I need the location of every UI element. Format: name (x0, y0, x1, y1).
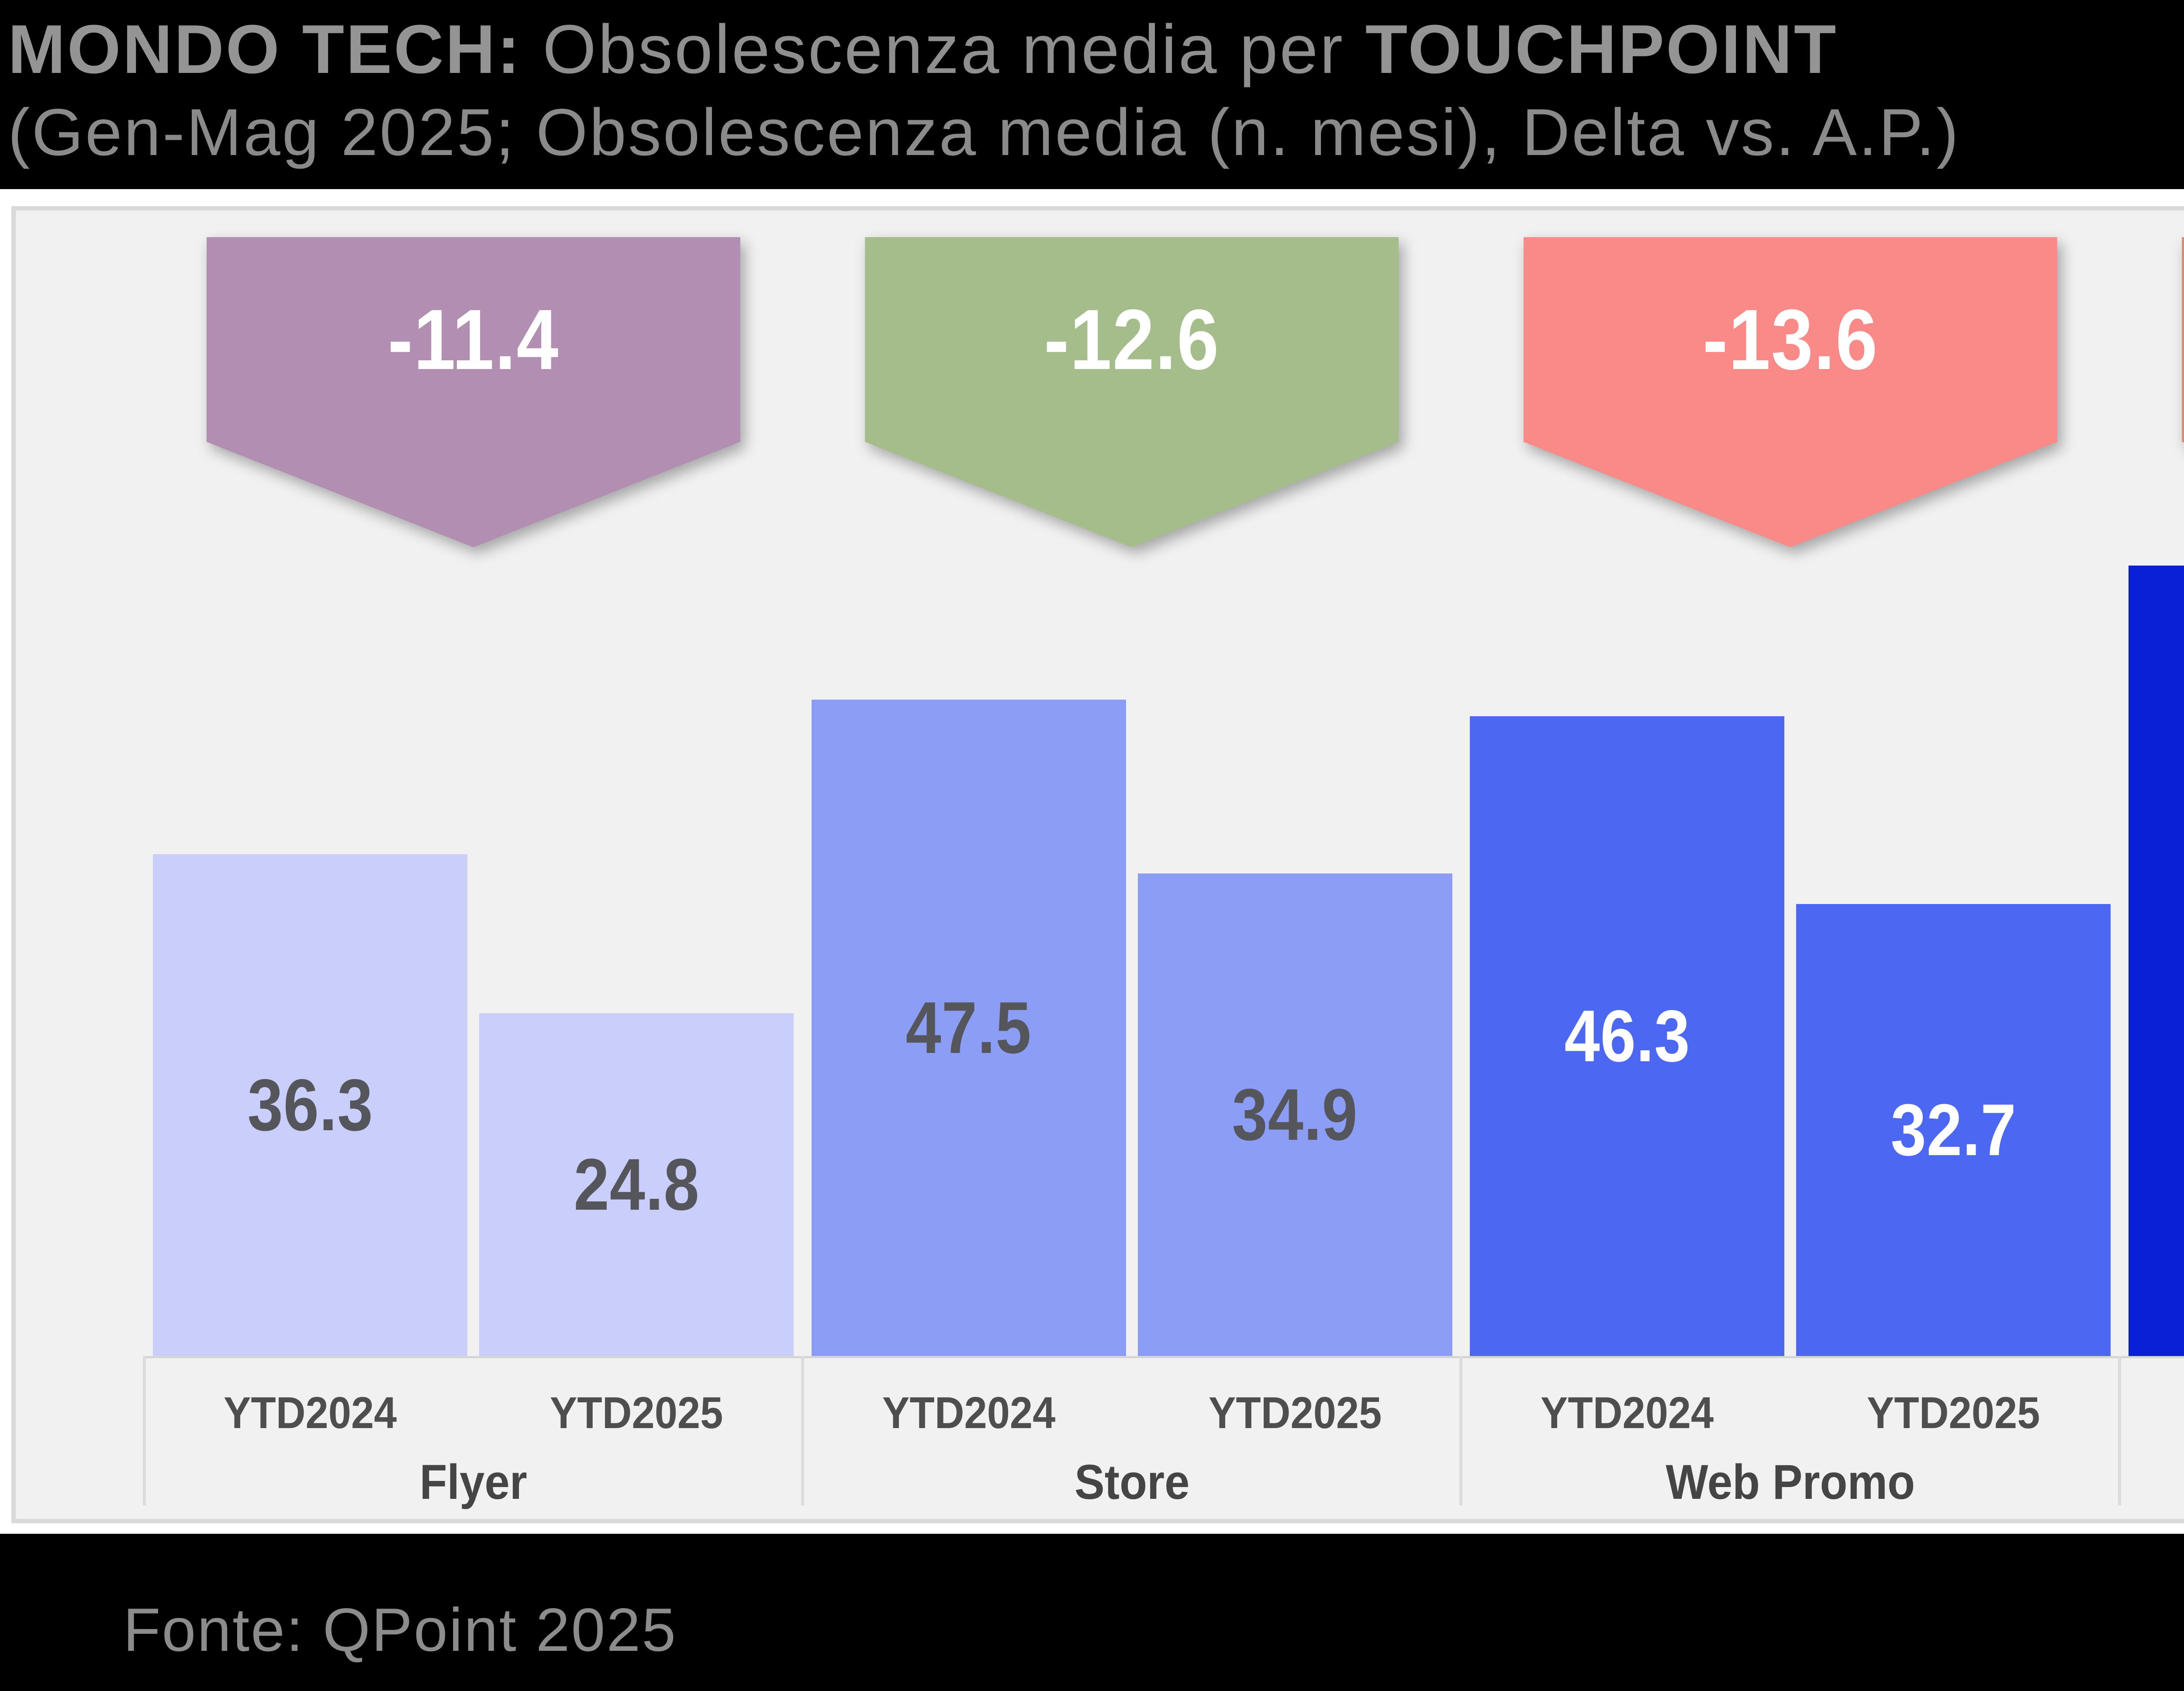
bar-ytd2024-web-promo: 46.3 (1470, 716, 1785, 1356)
bar-ytd2025-web-promo: 32.7 (1796, 904, 2111, 1356)
delta-arrow-icon: -13.6 (1523, 237, 2057, 547)
bar-ytd2025-store: 34.9 (1137, 873, 1452, 1356)
delta-value: -11.4 (387, 291, 559, 387)
bar-ytd2025-flyer: 24.8 (479, 1013, 794, 1356)
category-group-flyer: -11.4 36.3 YTD2024 24.8 YTD2025 Flyer (144, 210, 803, 1520)
source-note: Fonte: QPoint 2025 (123, 1595, 677, 1664)
bar-value-label: 24.8 (574, 1143, 700, 1225)
delta-arrow-icon: -9.4 (2182, 237, 2184, 547)
header-band: MONDO TECH: Obsolescenza media per TOUCH… (0, 0, 2184, 189)
title-segment-brand: MONDO TECH: (8, 11, 522, 88)
x-tick-label: YTD2025 (1208, 1388, 1382, 1438)
chart-subtitle: (Gen-Mag 2025; Obsolescenza media (n. me… (8, 95, 1960, 169)
bar-value-label: 32.7 (1890, 1089, 2017, 1171)
chart-table: -11.4 36.3 YTD2024 24.8 YTD2025 Flyer -12.6 47.… (143, 210, 2184, 1520)
x-tick-label: YTD2024 (1540, 1388, 1714, 1438)
group-separator (143, 1356, 146, 1505)
delta-arrow-shadow: -13.6 (1523, 237, 2057, 547)
x-tick-label: YTD2025 (1867, 1388, 2040, 1438)
category-group-web: -9.457.2YTD202447.8YTD2025Web (2118, 210, 2184, 1520)
bar-ytd2024-store: 47.5 (811, 700, 1126, 1356)
bar-value-label: 47.5 (905, 987, 1032, 1069)
delta-value: -12.6 (1044, 291, 1220, 387)
x-tick-label: YTD2024 (223, 1388, 397, 1438)
delta-arrow-shadow: -9.4 (2182, 237, 2184, 547)
delta-arrow-shadow: -11.4 (206, 237, 740, 547)
title-segment-middle: Obsolescenza media per (522, 11, 1365, 88)
category-label-store: Store (1074, 1455, 1189, 1509)
chart-title: MONDO TECH: Obsolescenza media per TOUCH… (8, 12, 1838, 86)
x-tick-label: YTD2025 (550, 1388, 723, 1438)
bar-value-label: 36.3 (247, 1064, 373, 1146)
x-tick-label: YTD2024 (2141, 1389, 2184, 1437)
category-label-web: Web (2146, 1458, 2184, 1507)
category-group-store: -12.6 47.5 YTD2024 34.9 YTD2025 Store (801, 210, 1462, 1520)
axis-baseline (144, 1356, 2184, 1358)
x-tick-label: YTD2024 (882, 1388, 1055, 1438)
bar-ytd2024-web: 57.2 (2128, 566, 2184, 1356)
delta-arrow-icon: -12.6 (865, 237, 1399, 547)
bar-value-label: 46.3 (1564, 995, 1690, 1077)
category-group-web-promo: -13.6 46.3 YTD2024 32.7 YTD2025 Web Promo (1459, 210, 2120, 1520)
bar-ytd2024-flyer: 36.3 (153, 854, 468, 1356)
category-label-flyer: Flyer (419, 1455, 527, 1509)
footer-band (0, 1534, 2184, 1691)
delta-arrow-shadow: -12.6 (865, 237, 1399, 547)
bar-value-label: 34.9 (1232, 1073, 1358, 1156)
category-label-web-promo: Web Promo (1666, 1455, 1915, 1509)
delta-value: -13.6 (1702, 291, 1878, 387)
title-segment-touchpoint: TOUCHPOINT (1365, 11, 1838, 88)
delta-arrow-icon: -11.4 (206, 237, 740, 547)
